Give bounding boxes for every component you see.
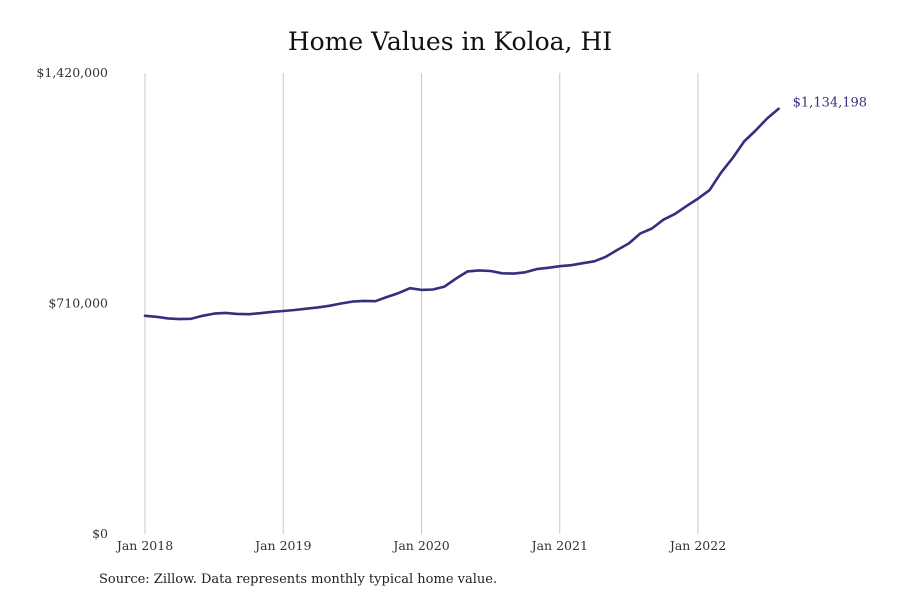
y-axis-ticks: $0 $710,000 $1,420,000: [36, 65, 108, 541]
series-line: [143, 107, 780, 321]
x-tick-label: Jan 2021: [530, 538, 588, 553]
y-tick-label: $1,420,000: [36, 65, 108, 80]
grid-lines: [144, 73, 699, 534]
chart-title: Home Values in Koloa, HI: [287, 27, 613, 56]
y-tick-label: $710,000: [48, 296, 108, 311]
y-tick-label: $0: [92, 526, 108, 541]
x-tick-label: Jan 2019: [253, 538, 311, 553]
x-axis-ticks: Jan 2018 Jan 2019 Jan 2020 Jan 2021 Jan 2022: [115, 538, 726, 553]
end-value-label: $1,134,198: [793, 96, 867, 111]
x-tick-label: Jan 2020: [391, 538, 449, 553]
x-tick-label: Jan 2022: [668, 538, 726, 553]
source-note: Source: Zillow. Data represents monthly …: [99, 572, 498, 587]
x-tick-label: Jan 2018: [115, 538, 173, 553]
